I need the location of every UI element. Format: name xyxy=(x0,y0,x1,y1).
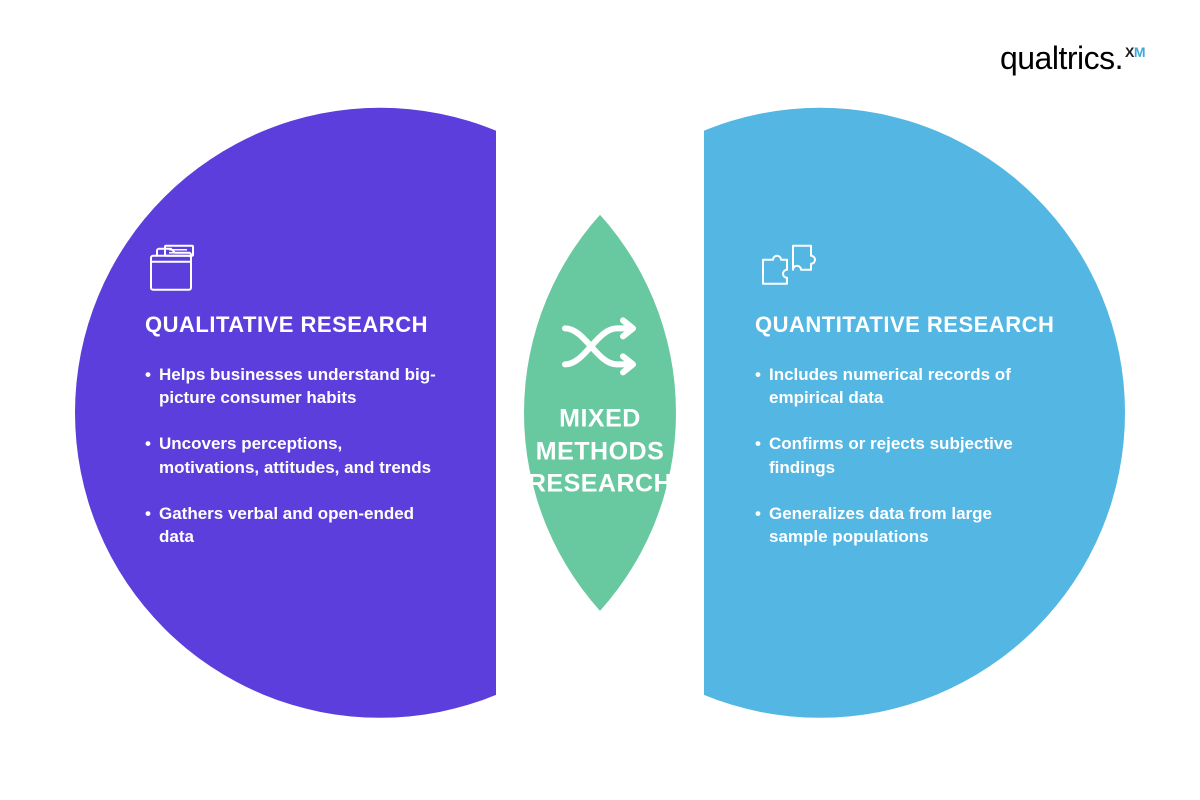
qualitative-title: QUALITATIVE RESEARCH xyxy=(145,311,445,339)
list-item: Gathers verbal and open-ended data xyxy=(145,501,445,549)
brand-suffix: XM xyxy=(1125,44,1145,60)
brand-x: X xyxy=(1125,44,1134,60)
list-item: Uncovers perceptions, motivations, attit… xyxy=(145,432,445,480)
brand-m: M xyxy=(1134,44,1145,60)
list-item: Generalizes data from large sample popul… xyxy=(755,501,1055,549)
mixed-methods-title: MIXED METHODS RESEARCH xyxy=(505,402,695,500)
brand-logo: qualtrics. XM xyxy=(1000,40,1145,77)
shuffle-arrows-icon xyxy=(505,306,695,386)
qualitative-bullets: Helps businesses understand big-picture … xyxy=(145,362,445,549)
folder-documents-icon xyxy=(145,233,445,303)
list-item: Confirms or rejects subjective findings xyxy=(755,432,1055,480)
list-item: Helps businesses understand big-picture … xyxy=(145,362,445,410)
list-item: Includes numerical records of empirical … xyxy=(755,362,1055,410)
quantitative-region: QUANTITATIVE RESEARCH Includes numerical… xyxy=(755,233,1055,571)
qualitative-region: QUALITATIVE RESEARCH Helps businesses un… xyxy=(145,233,445,571)
quantitative-title: QUANTITATIVE RESEARCH xyxy=(755,311,1055,339)
brand-name: qualtrics. xyxy=(1000,40,1123,77)
mixed-methods-region: MIXED METHODS RESEARCH xyxy=(505,306,695,500)
quantitative-bullets: Includes numerical records of empirical … xyxy=(755,362,1055,549)
venn-diagram: QUALITATIVE RESEARCH Helps businesses un… xyxy=(75,93,1125,733)
puzzle-pieces-icon xyxy=(755,233,1055,303)
